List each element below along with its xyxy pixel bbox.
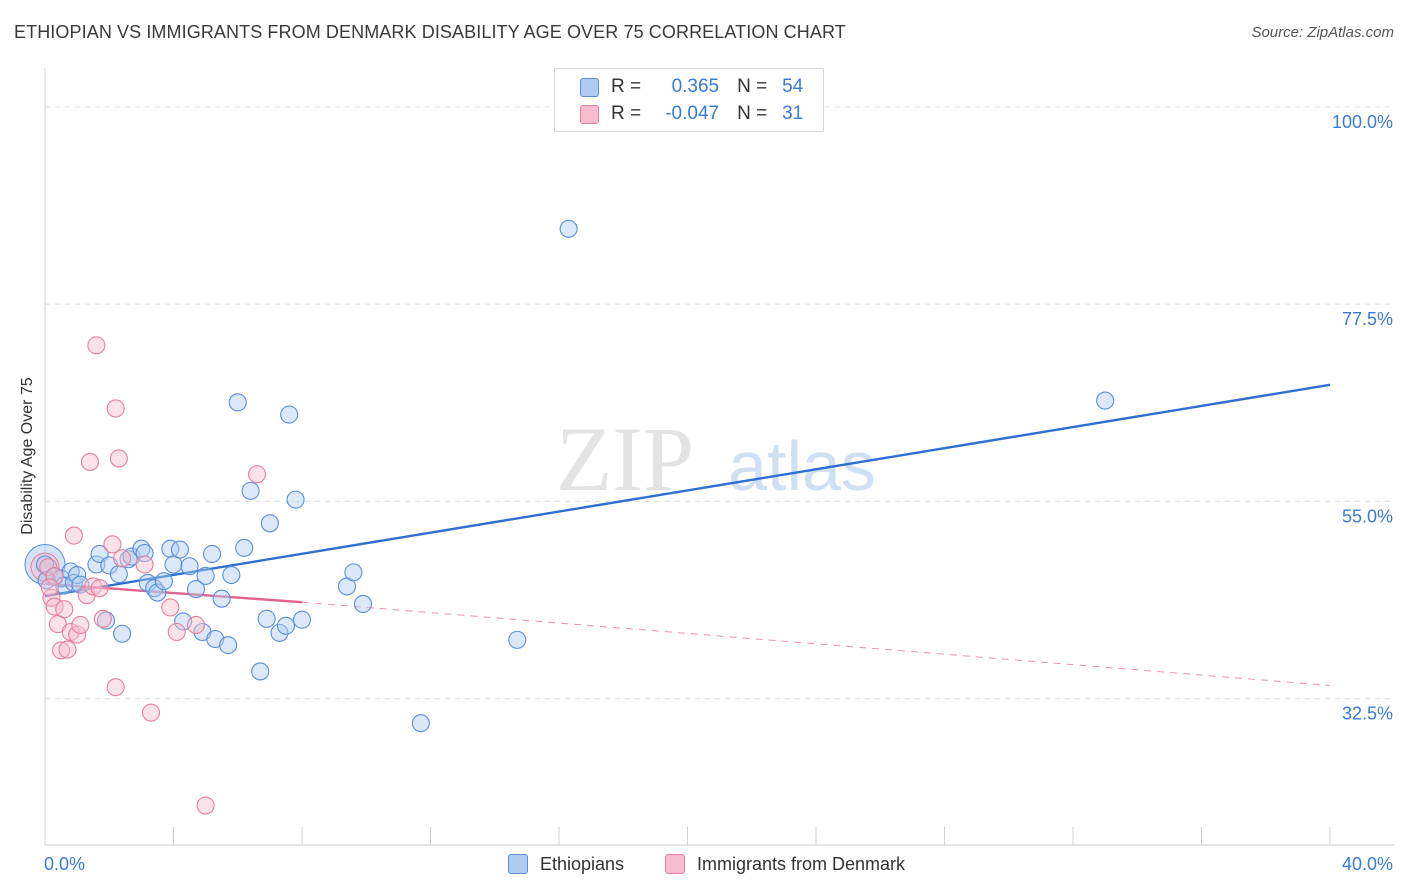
ethiopian-point [219,636,238,655]
chart-title: ETHIOPIAN VS IMMIGRANTS FROM DENMARK DIS… [14,22,846,42]
y-tick-label: 55.0% [1342,506,1393,526]
legend-n-label: N = [737,103,768,124]
ethiopian-point [559,219,578,238]
legend-r-label: R = [611,103,642,124]
denmark-point [109,449,128,468]
x-tick-labels: 0.0% 40.0% [44,854,1393,874]
ethiopian-point [411,714,430,733]
denmark-point [52,641,71,660]
legend-n-value: 54 [782,76,804,97]
ethiopian-point [109,565,128,584]
denmark-point [247,465,267,484]
ethiopian-point [257,609,276,628]
correlation-legend: R = 0.365 N = 54 R = -0.047 N = 31 [554,68,824,132]
legend-n-label: N = [737,76,768,97]
denmark-point [55,600,74,619]
x-tick-label: 40.0% [1342,854,1393,874]
denmark-point [68,625,87,644]
denmark-point [71,615,90,635]
ethiopian-point [344,563,363,582]
ethiopian-point [170,540,189,559]
denmark-point [186,615,206,635]
ethiopian-point [251,662,270,681]
ethiopian-point [154,572,173,591]
x-tick-label: 0.0% [44,854,85,874]
bottom-legend-swatch-blue [508,854,528,874]
bottom-legend-ethiopians: Ethiopians [508,852,624,876]
denmark-point [58,640,77,659]
denmark-point [135,555,154,574]
ethiopian-point [148,583,167,602]
ethiopian-point [119,550,138,569]
denmark-point [167,622,186,642]
denmark-point [45,566,64,585]
denmark-point [106,678,125,697]
denmark-point [80,452,100,471]
ethiopian-point [113,624,132,643]
bottom-legend-swatch-pink [665,854,685,874]
data-points [24,219,1115,815]
legend-r-value: -0.047 [665,103,720,124]
ethiopian-trend-line [44,383,1331,598]
bottom-legend-denmark: Immigrants from Denmark [665,852,905,876]
ethiopian-point [203,544,222,564]
ethiopian-point [87,555,106,574]
legend-swatch-blue [580,77,599,97]
ethiopian-point [161,539,180,558]
watermark: ZIP atlas [556,408,876,510]
legend-n-value: 31 [782,103,804,124]
denmark-trend-line [301,601,1331,686]
denmark-point [106,399,125,418]
ethiopian-point [270,623,289,642]
y-tick-label: 32.5% [1342,704,1393,724]
y-tick-labels: 32.5% 55.0% 77.5% 100.0% [1332,112,1393,724]
denmark-point [113,549,132,568]
ethiopian-point [292,610,312,629]
denmark-point [90,579,109,598]
watermark-atlas: atlas [728,427,876,505]
denmark-point [64,526,83,545]
ethiopian-point [68,565,87,585]
denmark-point [40,578,59,597]
ethiopian-point [235,538,254,557]
y-tick-label: 77.5% [1342,309,1393,329]
ethiopian-point [241,481,260,500]
ethiopian-point [164,555,183,574]
source-credit: Source: ZipAtlas.com [1251,24,1394,41]
ethiopian-point [280,405,299,424]
ethiopian-point [228,393,247,412]
ethiopian-point [276,616,295,635]
watermark-zip: ZIP [556,408,694,510]
denmark-point [141,703,161,722]
denmark-point [196,796,215,815]
ethiopian-point [212,589,231,608]
denmark-point [84,577,103,596]
ethiopian-point [186,579,206,599]
y-axis-title: Disability Age Over 75 [19,377,36,535]
ethiopian-point [353,594,373,613]
denmark-point [161,598,180,617]
legend-swatch-pink [580,104,599,124]
ethiopian-point [508,630,527,649]
denmark-point [103,535,122,554]
y-tick-label: 100.0% [1332,112,1393,132]
bottom-legend-label: Ethiopians [540,853,625,874]
legend-r-label: R = [611,76,642,97]
denmark-point [87,336,106,355]
legend-row-ethiopians: R = 0.365 N = 54 [555,74,803,100]
ethiopian-point [260,514,279,533]
denmark-point [93,609,112,628]
ethiopian-point [196,566,215,585]
ethiopian-point [180,557,199,576]
ethiopian-point [96,611,116,630]
ethiopian-point [222,565,241,585]
legend-r-value: 0.365 [671,76,720,97]
gridlines [45,106,1395,700]
ethiopian-point [1096,391,1115,410]
ethiopian-point [286,490,305,509]
bottom-legend-label: Immigrants from Denmark [697,853,906,874]
axes [44,68,1395,846]
legend-row-denmark: R = -0.047 N = 31 [555,101,803,127]
